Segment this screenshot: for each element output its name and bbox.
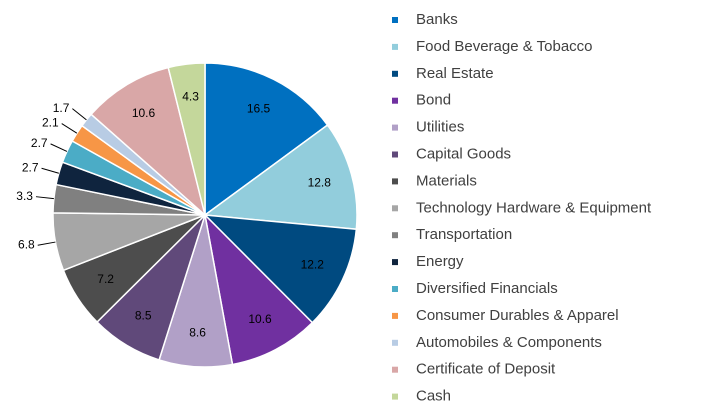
data-label: 8.5 xyxy=(135,308,152,322)
legend-label: Capital Goods xyxy=(416,145,511,162)
legend-label: Certificate of Deposit xyxy=(416,361,556,378)
leader-line xyxy=(50,143,68,152)
pie-slice xyxy=(90,66,207,218)
legend-swatch xyxy=(392,151,398,158)
data-label: 6.8 xyxy=(18,237,35,251)
data-label: 8.6 xyxy=(189,326,206,340)
legend-swatch xyxy=(392,232,398,239)
legend-label: Food Beverage & Tobacco xyxy=(416,38,593,55)
legend-swatch xyxy=(392,17,398,23)
data-label: 4.3 xyxy=(182,89,199,103)
legend-label: Automobiles & Components xyxy=(416,334,602,351)
legend-swatch xyxy=(392,366,398,373)
leader-line xyxy=(37,241,56,246)
legend-label: Transportation xyxy=(416,226,512,243)
legend-label: Bond xyxy=(416,92,451,109)
pie-slice xyxy=(202,123,358,231)
leader-line xyxy=(41,167,59,174)
data-label: 10.6 xyxy=(132,106,156,120)
data-label: 2.7 xyxy=(22,160,39,174)
pie-slice xyxy=(204,62,329,217)
data-label: 2.7 xyxy=(31,136,48,150)
data-label: 2.1 xyxy=(42,116,59,130)
legend-label: Banks xyxy=(416,11,458,28)
data-label: 16.5 xyxy=(247,101,271,115)
data-label: 12.8 xyxy=(308,176,332,190)
legend-swatch xyxy=(392,97,398,104)
leader-line xyxy=(72,108,87,121)
data-label: 12.2 xyxy=(301,258,325,272)
pie-slice xyxy=(167,62,206,216)
legend-label: Consumer Durables & Apparel xyxy=(416,307,619,324)
legend-swatch xyxy=(392,205,398,212)
leader-line xyxy=(61,123,78,134)
legend-label: Materials xyxy=(416,172,477,189)
leader-line xyxy=(35,196,54,200)
legend-label: Cash xyxy=(416,388,451,401)
pie-slice xyxy=(203,214,358,324)
legend-swatch xyxy=(392,312,398,319)
data-label: 7.2 xyxy=(97,272,114,286)
legend-label: Utilities xyxy=(416,119,464,136)
legend-swatch xyxy=(392,286,398,292)
legend-swatch xyxy=(392,43,398,50)
legend-swatch xyxy=(392,70,398,77)
legend-swatch xyxy=(392,259,398,266)
legend-label: Technology Hardware & Equipment xyxy=(416,199,652,216)
legend-label: Real Estate xyxy=(416,65,494,82)
legend-swatch xyxy=(392,124,398,131)
data-label: 3.3 xyxy=(16,189,33,203)
pie-slice xyxy=(203,212,314,366)
legend-swatch xyxy=(392,393,398,400)
legend-label: Energy xyxy=(416,253,464,270)
data-label: 1.7 xyxy=(53,101,70,115)
data-label: 10.6 xyxy=(248,312,272,326)
legend-swatch xyxy=(392,178,398,185)
legend-swatch xyxy=(392,339,398,346)
legend-label: Diversified Financials xyxy=(416,280,558,297)
